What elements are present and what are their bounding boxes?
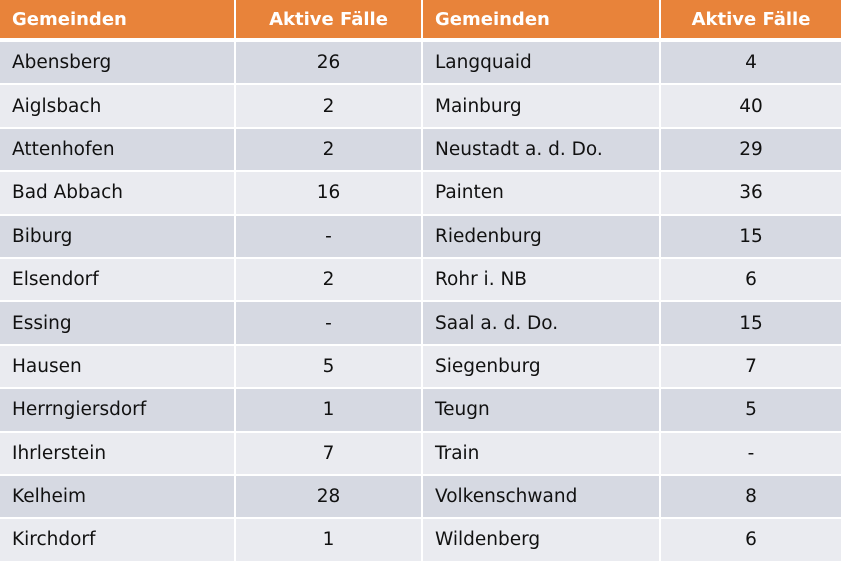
active-cases-cell: 40 [660,84,841,129]
municipality-cell: Bad Abbach [0,171,236,216]
active-cases-cell: 16 [235,171,423,216]
municipality-cell: Essing [0,301,236,346]
municipality-cell: Langquaid [422,40,661,86]
active-cases-cell: 6 [660,257,841,303]
table-row: Kirchdorf 1 Wildenberg 6 [0,518,841,563]
municipality-cell: Wildenberg [422,518,661,563]
active-cases-cell: 4 [660,40,841,86]
active-cases-cell: 15 [660,214,841,259]
municipality-cell: Kelheim [0,474,236,520]
municipality-cell: Riedenburg [422,214,661,259]
municipality-cell: Painten [422,171,661,216]
municipality-cell: Elsendorf [0,257,236,303]
active-cases-cell: 7 [660,344,841,390]
table-row: Attenhofen 2 Neustadt a. d. Do. 29 [0,127,841,173]
active-cases-cell: 1 [235,518,423,563]
header-aktive-faelle: Aktive Fälle [235,0,423,42]
municipality-cell: Abensberg [0,40,236,86]
active-cases-cell: - [660,431,841,476]
municipality-cell: Hausen [0,344,236,390]
municipality-cell: Biburg [0,214,236,259]
active-cases-cell: 7 [235,431,423,476]
active-cases-cell: 2 [235,84,423,129]
municipality-cell: Aiglsbach [0,84,236,129]
municipality-cell: Volkenschwand [422,474,661,520]
active-cases-cell: 5 [660,388,841,433]
municipality-cell: Kirchdorf [0,518,236,563]
municipality-cell: Train [422,431,661,476]
table-row: Herrngiersdorf 1 Teugn 5 [0,388,841,433]
table-row: Essing - Saal a. d. Do. 15 [0,301,841,346]
municipality-cell: Rohr i. NB [422,257,661,303]
active-cases-cell: - [235,214,423,259]
table-row: Biburg - Riedenburg 15 [0,214,841,259]
municipality-cell: Siegenburg [422,344,661,390]
active-cases-cell: 6 [660,518,841,563]
active-cases-cell: 2 [235,257,423,303]
municipality-cell: Attenhofen [0,127,236,173]
municipality-cell: Mainburg [422,84,661,129]
active-cases-cell: 28 [235,474,423,520]
active-cases-cell: - [235,301,423,346]
active-cases-cell: 36 [660,171,841,216]
table-row: Hausen 5 Siegenburg 7 [0,344,841,390]
table-row: Aiglsbach 2 Mainburg 40 [0,84,841,129]
active-cases-cell: 2 [235,127,423,173]
table-row: Bad Abbach 16 Painten 36 [0,171,841,216]
table-row: Ihrlerstein 7 Train - [0,431,841,476]
active-cases-cell: 1 [235,388,423,433]
active-cases-cell: 29 [660,127,841,173]
active-cases-cell: 8 [660,474,841,520]
municipality-cell: Saal a. d. Do. [422,301,661,346]
active-cases-cell: 5 [235,344,423,390]
table-row: Elsendorf 2 Rohr i. NB 6 [0,257,841,303]
active-cases-cell: 15 [660,301,841,346]
municipality-cell: Teugn [422,388,661,433]
header-gemeinden: Gemeinden [0,0,236,42]
municipality-cell: Neustadt a. d. Do. [422,127,661,173]
header-row: Gemeinden Aktive Fälle Gemeinden Aktive … [0,0,841,42]
header-aktive-faelle: Aktive Fälle [660,0,841,42]
table-row: Kelheim 28 Volkenschwand 8 [0,474,841,520]
table-row: Abensberg 26 Langquaid 4 [0,40,841,86]
active-cases-cell: 26 [235,40,423,86]
header-gemeinden: Gemeinden [422,0,661,42]
municipality-cell: Herrngiersdorf [0,388,236,433]
municipality-cell: Ihrlerstein [0,431,236,476]
